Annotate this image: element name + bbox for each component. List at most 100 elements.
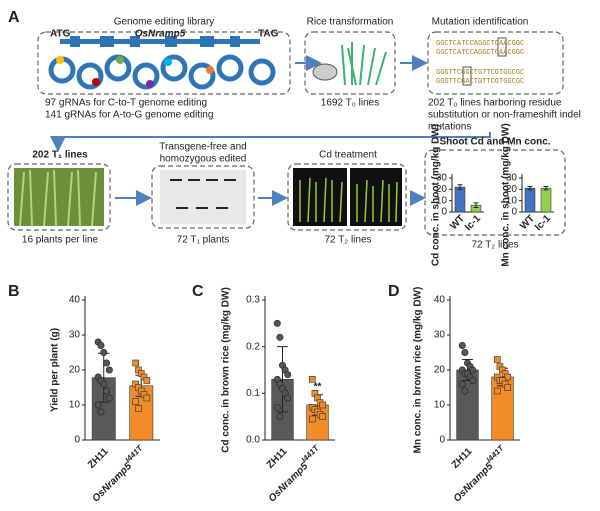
y-tick-label: 0.3 <box>246 295 260 306</box>
field-photo <box>14 168 104 226</box>
step-caption: 16 plants per line <box>22 235 99 246</box>
bar <box>540 187 552 213</box>
y-tick-label: 20 <box>506 184 518 195</box>
step-box <box>427 31 564 95</box>
highlight <box>462 66 472 86</box>
stop-codon: TAG <box>258 29 279 40</box>
step-title: Cd treatment <box>319 150 377 161</box>
sequence: GGGTTCGGCTGTTCGTGGCGC <box>436 69 524 77</box>
y-tick-label: 0.1 <box>246 388 260 399</box>
plant-photo <box>293 168 347 226</box>
y-axis-label: Mn conc. in shoot (mg/kg DW) <box>501 123 512 266</box>
label-sup: I441T <box>123 443 145 465</box>
highlight <box>497 37 507 57</box>
data-point <box>100 348 108 356</box>
data-point <box>132 398 139 405</box>
data-point <box>461 387 469 395</box>
data-point <box>135 405 142 412</box>
data-point <box>458 380 466 388</box>
step-caption: 1692 T₀ lines <box>321 98 379 109</box>
step-box <box>37 31 291 95</box>
y-tick-label: 0 <box>511 207 517 218</box>
y-tick-label: 20 <box>434 365 446 376</box>
data-point <box>100 380 108 388</box>
data-point <box>273 319 281 327</box>
panel-label: A <box>8 9 20 26</box>
y-axis-label: Cd conc. in brown rice (mg/kg DW) <box>221 287 232 453</box>
panel-label: B <box>8 283 20 300</box>
data-point <box>308 376 316 383</box>
panel-label: D <box>388 283 400 300</box>
y-tick-label: 0.0 <box>246 435 260 446</box>
data-point <box>469 376 477 384</box>
gel-band <box>170 179 236 209</box>
step-title: 202 T₁ lines <box>32 150 88 161</box>
data-point <box>143 394 151 402</box>
data-point <box>493 387 501 395</box>
data-point <box>461 348 469 356</box>
field-photo <box>19 169 97 227</box>
step-box <box>287 163 407 231</box>
label-sup: I441T <box>484 443 506 465</box>
data-point <box>319 401 327 409</box>
panel-label: C <box>192 283 204 300</box>
gel <box>160 170 246 224</box>
step-box <box>7 163 111 231</box>
data-point <box>276 413 284 421</box>
step-caption: 72 T₂ lines <box>471 240 518 251</box>
error-bar <box>527 186 533 191</box>
x-tick-label: Ic-1 <box>533 213 553 233</box>
step-caption: 97 gRNAs for C-to-T genome editing <box>45 98 207 109</box>
start-codon: ATG <box>50 29 71 40</box>
step-title: Mutation identification <box>432 17 529 28</box>
error-bar <box>543 186 549 191</box>
x-tick-label: Ic-1 <box>463 213 483 233</box>
sequence: GGCTCATCCAGGCTCAACGGC <box>436 49 524 57</box>
step-box <box>424 149 566 236</box>
step-caption: 202 T₀ lines harboring residue <box>428 98 562 109</box>
x-tick-label: WT <box>518 213 537 232</box>
data-point <box>308 415 316 423</box>
data-point <box>504 373 512 381</box>
label-sup: I441T <box>299 443 321 465</box>
y-tick-label: 30 <box>69 330 81 341</box>
data-point <box>504 384 512 391</box>
data-point <box>97 341 105 349</box>
step-box <box>304 31 396 95</box>
data-point <box>132 359 139 367</box>
plant-photo <box>299 177 398 223</box>
x-tick-label: ZH11 <box>265 446 290 471</box>
step-title: Shoot Cd and Mn conc. <box>439 137 550 148</box>
data-point <box>276 333 284 341</box>
data-point <box>103 359 111 367</box>
x-tick-label: ZH11 <box>86 446 111 471</box>
error-bar <box>457 184 463 190</box>
y-tick-label: 10 <box>436 195 448 206</box>
step-title: homozygous edited <box>160 154 247 165</box>
y-axis-label: Yield per plant (g) <box>50 328 61 412</box>
error-bar <box>277 346 288 413</box>
data-point <box>105 366 113 374</box>
x-tick-label: OsNramp5I441T <box>449 443 511 505</box>
step-title: Transgene-free and <box>159 142 246 153</box>
y-tick-label: 30 <box>436 173 448 184</box>
arrow <box>50 132 491 152</box>
gene-map <box>48 36 276 90</box>
data-point <box>284 371 292 379</box>
data-point <box>469 366 477 374</box>
step-box <box>151 165 255 229</box>
y-tick-label: 10 <box>69 400 81 411</box>
data-point <box>284 394 292 402</box>
y-tick-label: 0 <box>441 207 447 218</box>
step-caption: 72 T₁ plants <box>177 235 230 246</box>
y-axis-label: Cd conc. in shoot (mg/kg DW) <box>431 124 442 266</box>
step-caption: mutations <box>428 122 471 133</box>
data-point <box>97 408 105 416</box>
bar <box>524 187 536 213</box>
y-tick-label: 20 <box>69 365 81 376</box>
step-title: Genome editing library <box>114 17 215 28</box>
data-point <box>103 387 111 395</box>
step-caption: substitution or non-frameshift indel <box>428 110 581 121</box>
data-point <box>319 413 327 420</box>
